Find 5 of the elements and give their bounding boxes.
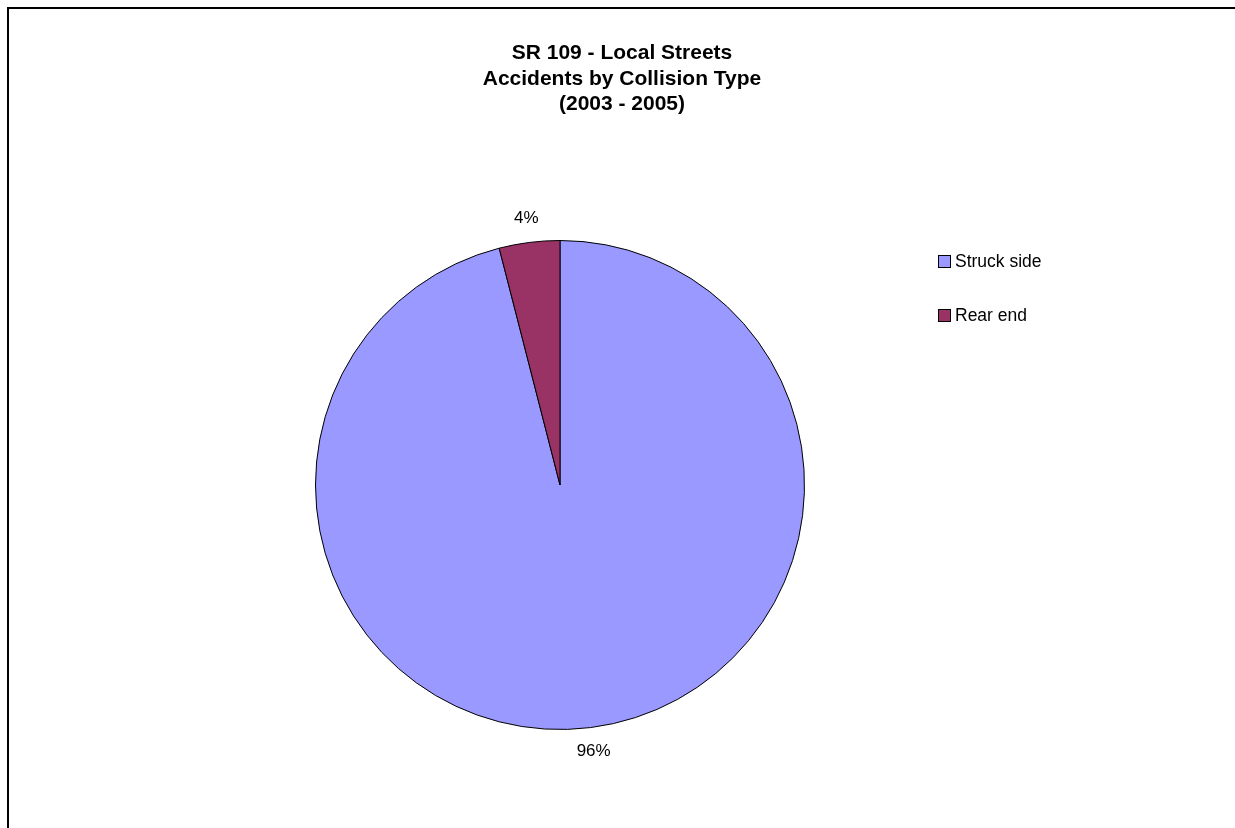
chart-title: SR 109 - Local Streets Accidents by Collision Type (2003 - 2005) bbox=[481, 39, 763, 116]
legend-label: Rear end bbox=[955, 304, 1027, 326]
data-label: 96% bbox=[576, 741, 611, 761]
legend-label: Struck side bbox=[955, 250, 1042, 272]
data-label: 4% bbox=[514, 208, 539, 228]
